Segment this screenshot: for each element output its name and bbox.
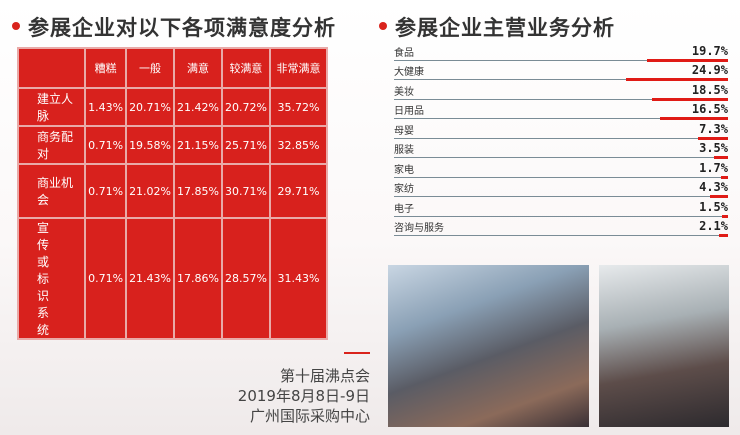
business-item: 咨询与服务 2.1% bbox=[394, 217, 728, 237]
cell: 25.71% bbox=[220, 125, 271, 165]
business-label: 日用品 bbox=[394, 106, 424, 117]
row-label: 商务配对 bbox=[16, 125, 87, 165]
business-bar bbox=[719, 234, 728, 237]
business-value: 2.1% bbox=[699, 219, 728, 233]
event-name: 第十届沸点会 bbox=[279, 367, 370, 385]
table-row: 建立人脉 1.43% 20.71% 21.42% 20.72% 35.72% bbox=[16, 87, 329, 127]
business-value: 1.5% bbox=[699, 199, 728, 214]
header-cell: 满意 bbox=[173, 47, 223, 89]
satisfaction-table: 糟糕 一般 满意 较满意 非常满意 建立人脉 1.43% 20.71% 21.4… bbox=[16, 47, 329, 340]
cell: 1.43% bbox=[84, 87, 128, 127]
exhibitors-group-photo bbox=[599, 265, 729, 427]
cell: 21.02% bbox=[125, 163, 176, 219]
table-row: 商务配对 0.71% 19.58% 21.15% 25.71% 32.85% bbox=[16, 125, 329, 165]
business-bar bbox=[710, 195, 728, 198]
business-item: 食品 19.7% bbox=[394, 41, 728, 62]
business-item: 日用品 16.5% bbox=[394, 100, 728, 120]
cell: 28.57% bbox=[220, 217, 271, 340]
header-cell bbox=[16, 47, 87, 89]
cell: 0.71% bbox=[84, 125, 128, 165]
business-title-text: 参展企业主营业务分析 bbox=[395, 16, 615, 40]
cell: 20.71% bbox=[125, 87, 176, 127]
header-cell: 非常满意 bbox=[268, 47, 329, 89]
cell: 17.86% bbox=[173, 217, 223, 340]
cell: 32.85% bbox=[268, 125, 329, 165]
business-item: 服装 3.5% bbox=[394, 139, 728, 159]
business-bar bbox=[652, 97, 728, 101]
business-label: 母婴 bbox=[394, 125, 414, 137]
business-item: 美妆 18.5% bbox=[394, 80, 728, 101]
event-info: 第十届沸点会 2019年8月8日-9日 广州国际采购中心 bbox=[238, 352, 370, 426]
business-label: 家电 bbox=[394, 164, 414, 176]
business-bar bbox=[647, 58, 728, 62]
header-cell: 糟糕 bbox=[84, 47, 128, 89]
satisfaction-title-text: 参展企业对以下各项满意度分析 bbox=[28, 16, 336, 40]
business-item: 家纺 4.3% bbox=[394, 178, 728, 198]
business-item: 家电 1.7% bbox=[394, 158, 728, 179]
cell: 20.72% bbox=[220, 87, 271, 127]
business-value: 7.3% bbox=[699, 121, 728, 136]
cell: 0.71% bbox=[84, 163, 128, 219]
event-venue: 广州国际采购中心 bbox=[249, 407, 370, 425]
business-list: 食品 19.7% 大健康 24.9% 美妆 18.5% 日用品 16.5% 母婴… bbox=[394, 41, 728, 237]
bullet-icon bbox=[379, 22, 387, 30]
business-label: 家纺 bbox=[394, 184, 414, 195]
business-label: 大健康 bbox=[394, 67, 424, 78]
business-label: 电子 bbox=[394, 203, 414, 215]
row-label: 建立人脉 bbox=[16, 87, 87, 127]
business-value: 16.5% bbox=[691, 102, 728, 116]
business-item: 大健康 24.9% bbox=[394, 61, 728, 81]
business-value: 24.9% bbox=[691, 63, 728, 77]
cell: 29.71% bbox=[268, 163, 329, 219]
cell: 30.71% bbox=[220, 163, 271, 219]
expo-crowd-photo bbox=[388, 265, 589, 427]
business-item: 电子 1.5% bbox=[394, 197, 728, 218]
business-bar bbox=[721, 175, 728, 179]
row-label: 宣传或标识系统 bbox=[16, 217, 87, 340]
business-value: 4.3% bbox=[699, 180, 728, 194]
cell: 17.85% bbox=[173, 163, 223, 219]
business-label: 咨询与服务 bbox=[394, 223, 444, 234]
business-value: 3.5% bbox=[699, 141, 728, 155]
business-bar bbox=[698, 136, 728, 140]
business-value: 19.7% bbox=[691, 43, 728, 58]
business-item: 母婴 7.3% bbox=[394, 119, 728, 140]
header-cell: 较满意 bbox=[220, 47, 271, 89]
cell: 21.15% bbox=[173, 125, 223, 165]
business-bar bbox=[625, 78, 728, 81]
cell: 0.71% bbox=[84, 217, 128, 340]
business-label: 服装 bbox=[394, 145, 414, 156]
cell: 21.42% bbox=[173, 87, 223, 127]
business-value: 18.5% bbox=[691, 82, 728, 97]
cell: 19.58% bbox=[125, 125, 176, 165]
table-row: 商业机会 0.71% 21.02% 17.85% 30.71% 29.71% bbox=[16, 163, 329, 219]
business-bar bbox=[713, 156, 728, 159]
cell: 31.43% bbox=[268, 217, 329, 340]
table-row: 宣传或标识系统 0.71% 21.43% 17.86% 28.57% 31.43… bbox=[16, 217, 329, 340]
business-label: 美妆 bbox=[394, 86, 414, 98]
accent-line bbox=[344, 352, 370, 354]
row-label: 商业机会 bbox=[16, 163, 87, 219]
business-label: 食品 bbox=[394, 47, 414, 59]
business-title: 参展企业主营业务分析 bbox=[379, 12, 615, 42]
table-header-row: 糟糕 一般 满意 较满意 非常满意 bbox=[16, 47, 329, 89]
business-bar bbox=[721, 214, 728, 218]
event-date: 2019年8月8日-9日 bbox=[237, 387, 370, 405]
satisfaction-title: 参展企业对以下各项满意度分析 bbox=[12, 12, 336, 42]
cell: 35.72% bbox=[268, 87, 329, 127]
cell: 21.43% bbox=[125, 217, 176, 340]
business-value: 1.7% bbox=[699, 160, 728, 175]
business-bar bbox=[660, 117, 728, 120]
bullet-icon bbox=[12, 22, 20, 30]
header-cell: 一般 bbox=[125, 47, 176, 89]
